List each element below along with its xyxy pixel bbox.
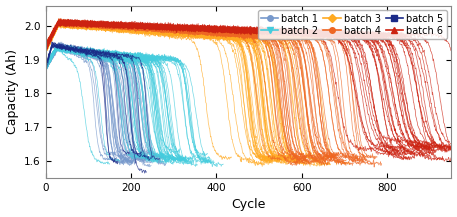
Y-axis label: Capacity (Ah): Capacity (Ah) xyxy=(5,49,19,134)
X-axis label: Cycle: Cycle xyxy=(231,198,266,211)
Legend: batch 1, batch 2, batch 3, batch 4, batch 5, batch 6: batch 1, batch 2, batch 3, batch 4, batc… xyxy=(258,10,446,39)
